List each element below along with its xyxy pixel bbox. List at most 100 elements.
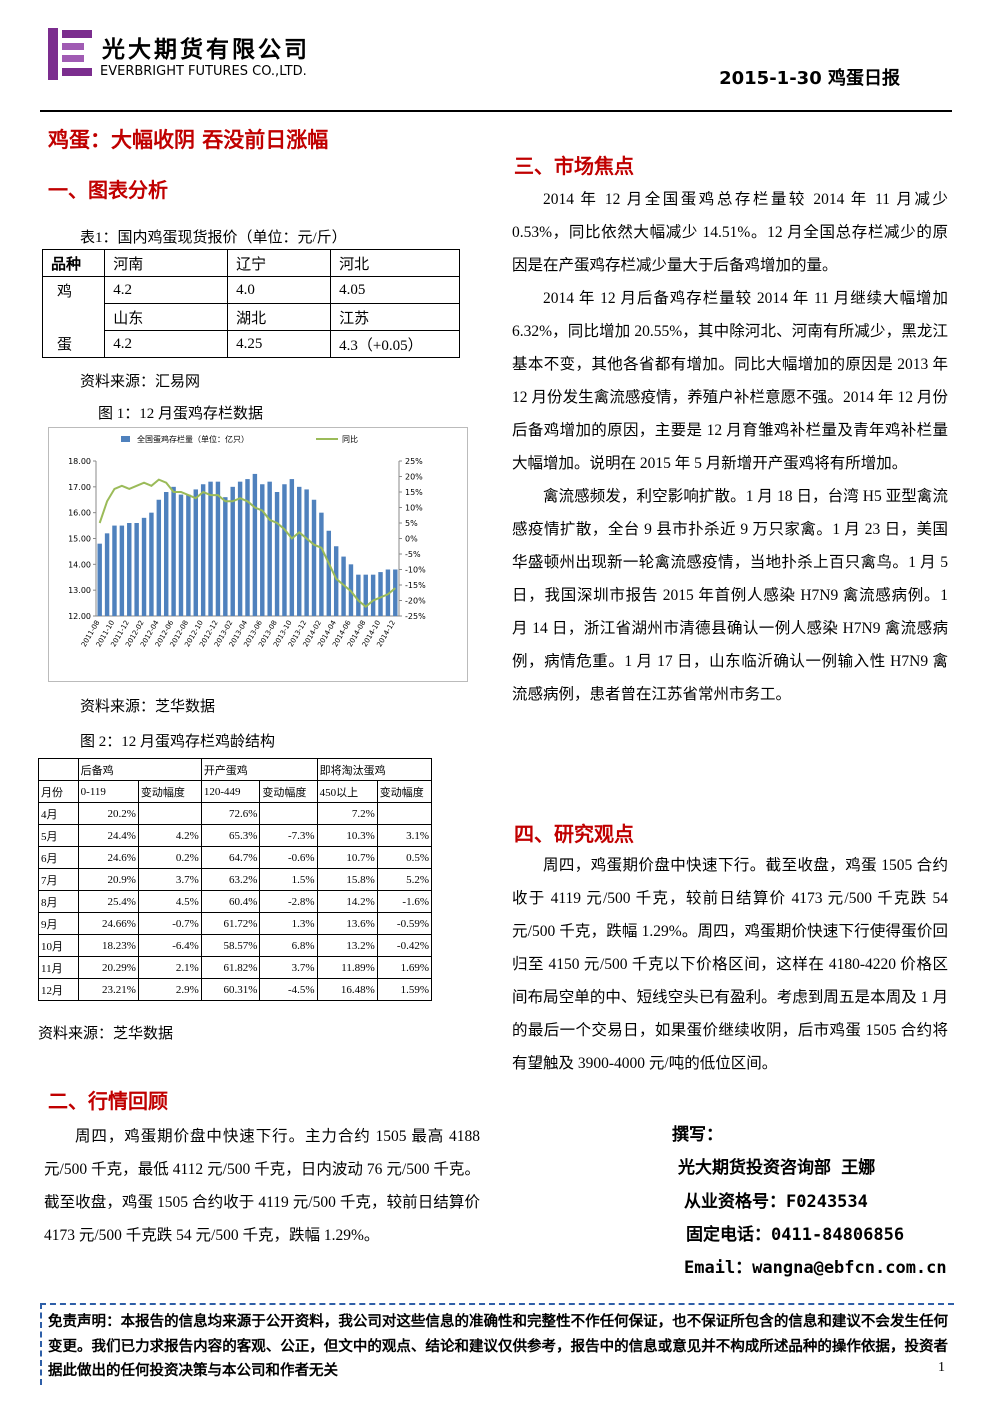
table-cell: 63.2% — [200, 868, 261, 891]
table-cell: 4月 — [38, 802, 79, 825]
table-cell: 11月 — [38, 956, 79, 979]
legend-label: 全国蛋鸡存栏量（单位：亿只） — [137, 434, 249, 444]
table-cell: 15.8% — [316, 868, 378, 891]
table-header-cell: 120-449 — [200, 780, 261, 803]
table-cell: 64.7% — [200, 846, 261, 869]
table-cell: 0.5% — [376, 846, 433, 869]
table-cell: 4.5% — [137, 890, 202, 913]
bar — [230, 486, 235, 616]
bar — [326, 530, 332, 616]
table-cell: 4.2 — [104, 330, 229, 358]
table-cell: 24.6% — [77, 846, 139, 869]
table-cell: 4.25 — [227, 330, 332, 358]
bar — [208, 481, 213, 616]
table-cell: 25.4% — [77, 890, 139, 913]
date-title: 2015-1-30 鸡蛋日报 — [719, 68, 900, 89]
table-cell: 1.3% — [259, 912, 318, 935]
table-row: 5月 24.4% 4.2% 65.3% -7.3% 10.3% 3.1% — [38, 824, 433, 847]
table-cell: -0.59% — [376, 912, 433, 935]
y2-tick-label: 20% — [405, 473, 423, 482]
table-cell: 24.66% — [77, 912, 139, 935]
bar — [274, 492, 280, 616]
table-cell: 1.69% — [376, 956, 433, 979]
table-cell — [41, 303, 106, 331]
y2-tick-label: 5% — [405, 519, 418, 528]
bar — [119, 525, 125, 616]
legend-label: 同比 — [342, 434, 358, 444]
table-cell: 4.05 — [330, 276, 460, 304]
table-row: 7月 20.9% 3.7% 63.2% 1.5% 15.8% 5.2% — [38, 868, 433, 891]
table-row: 鸡 4.2 4.0 4.05 — [41, 276, 460, 304]
y2-tick-label: -20% — [405, 597, 426, 606]
author-license: 从业资格号：F0243534 — [684, 1192, 868, 1212]
bar — [260, 484, 265, 616]
y2-tick-label: 0% — [405, 535, 418, 544]
y2-tick-label: 10% — [405, 504, 423, 513]
legend-swatch — [121, 436, 130, 442]
table-cell: 16.48% — [316, 978, 378, 1001]
table-cell: 6月 — [38, 846, 79, 869]
table-row: 8月 25.4% 4.5% 60.4% -2.8% 14.2% -1.6% — [38, 890, 433, 913]
table-cell: 20.2% — [77, 802, 139, 825]
table-cell: -6.4% — [137, 934, 202, 957]
bar — [215, 481, 221, 616]
bar — [385, 569, 391, 616]
table-cell — [259, 802, 318, 825]
table-row: 蛋 4.2 4.25 4.3（+0.05） — [41, 330, 460, 358]
bar — [134, 523, 139, 616]
table-row: 后备鸡 开产蛋鸡 即将淘汰蛋鸡 — [38, 758, 433, 781]
table-header-cell: 河南 — [104, 249, 229, 277]
table-cell: 24.4% — [77, 824, 139, 847]
paragraph: 2014 年 12 月后备鸡存栏量较 2014 年 11 月继续大幅增加 6.3… — [512, 290, 948, 472]
author-label: 撰写： — [672, 1125, 723, 1145]
table-header-cell: 开产蛋鸡 — [200, 758, 318, 781]
section-heading: 一、图表分析 — [48, 178, 168, 202]
table-header-cell: 变动幅度 — [137, 780, 202, 803]
bar — [304, 489, 309, 616]
bar — [149, 512, 154, 616]
page-number: 1 — [938, 1360, 945, 1375]
bar — [282, 484, 287, 616]
y2-tick-label: -5% — [405, 550, 421, 559]
bar — [178, 494, 184, 616]
table-cell: -1.6% — [376, 890, 433, 913]
bar — [163, 492, 169, 616]
table-cell: 8月 — [38, 890, 79, 913]
disclaimer-box — [40, 1303, 954, 1385]
table-cell: 5.2% — [376, 868, 433, 891]
table: 后备鸡 开产蛋鸡 即将淘汰蛋鸡 月份 0-119 变动幅度 120-449 变动幅度 450以上… — [38, 758, 433, 1001]
source: 资料来源：芝华数据 — [38, 1026, 174, 1042]
table-row: 品种 河南 辽宁 河北 — [41, 249, 460, 277]
doc-title: 鸡蛋：大幅收阴 吞没前日涨幅 — [48, 128, 329, 152]
line — [98, 478, 396, 609]
y2-tick-label: 15% — [405, 488, 423, 497]
table-cell: 鸡 — [41, 276, 106, 304]
y-tick-label: 15.00 — [68, 535, 91, 544]
bar — [112, 525, 117, 616]
table-cell: 1.59% — [376, 978, 433, 1001]
bar — [186, 494, 191, 616]
chart: 12.00 13.00 14.00 15.00 16.00 17.00 18.00 -25% -… — [48, 427, 468, 682]
table-row: 月份 0-119 变动幅度 120-449 变动幅度 450以上 变动幅度 — [38, 780, 433, 803]
bar — [319, 512, 324, 616]
table-header-cell: 河北 — [330, 249, 460, 277]
table-cell: 4.0 — [227, 276, 332, 304]
y-tick-label: 12.00 — [68, 612, 91, 621]
table-row: 山东 湖北 江苏 — [41, 303, 460, 331]
table-header-cell: 后备鸡 — [77, 758, 202, 781]
bar — [223, 497, 228, 616]
table-cell: 山东 — [104, 303, 229, 331]
table-cell: 6.8% — [259, 934, 318, 957]
company-name-en: EVERBRIGHT FUTURES CO.,LTD. — [100, 64, 307, 79]
table-cell: 10.3% — [316, 824, 378, 847]
bar — [297, 486, 302, 616]
table-cell: -0.42% — [376, 934, 433, 957]
table-cell: 4.2% — [137, 824, 202, 847]
table-cell — [137, 802, 202, 825]
y2-tick-label: -25% — [405, 612, 426, 621]
table-header-cell: 月份 — [38, 780, 79, 803]
table-cell: 13.2% — [316, 934, 378, 957]
table-row: 10月 18.23% -6.4% 58.57% 6.8% 13.2% -0.42% — [38, 934, 433, 957]
table-header-cell: 0-119 — [77, 780, 139, 803]
